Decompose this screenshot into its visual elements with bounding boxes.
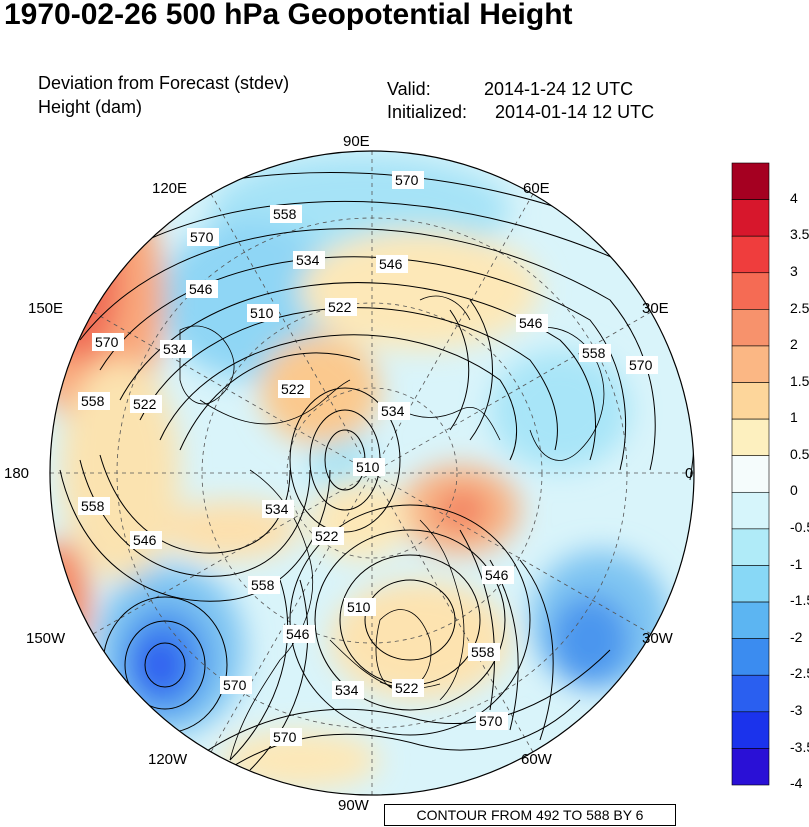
- lon-label-180: 180: [4, 465, 30, 482]
- colorbar-label: -3: [790, 701, 803, 718]
- colorbar-label: 3.5: [790, 226, 809, 243]
- colorbar-swatch: [731, 638, 770, 676]
- contour-label: 534: [265, 501, 289, 517]
- coastlines: [179, 295, 605, 761]
- contour-label: 510: [356, 459, 380, 475]
- contour-label: 558: [81, 393, 105, 409]
- colorbar: [731, 162, 770, 786]
- colorbar-label: 4: [790, 189, 798, 206]
- contour-label: 558: [471, 644, 495, 660]
- initialized-value: 2014-01-14 12 UTC: [495, 102, 655, 122]
- colorbar-swatch: [731, 382, 770, 420]
- contour-label: 558: [81, 498, 105, 514]
- colorbar-label: -3.5: [790, 738, 809, 755]
- colorbar-label: 2: [790, 336, 798, 353]
- contour-label: 534: [335, 682, 359, 698]
- contour-label: 522: [395, 680, 419, 696]
- colorbar-label: 0: [790, 482, 798, 499]
- lon-label-30e: 30E: [642, 300, 669, 317]
- contour-label: 522: [328, 299, 352, 315]
- contour-label: 510: [250, 305, 274, 321]
- colorbar-label: -1: [790, 555, 803, 572]
- contour-label: 534: [381, 403, 405, 419]
- contour-labels: 570 558 534 546 522 510 546 558 570 570 …: [78, 171, 658, 746]
- colorbar-swatch: [731, 345, 770, 383]
- subtitle-height: Height (dam): [38, 97, 143, 117]
- map-title: 1970-02-26 500 hPa Geopotential Height: [4, 0, 573, 31]
- colorbar-swatch: [731, 528, 770, 566]
- contour-label: 522: [315, 528, 339, 544]
- map-boundary: [49, 150, 695, 796]
- colorbar-swatch: [731, 748, 770, 786]
- initialized-label: Initialized:: [387, 102, 468, 122]
- colorbar-swatch: [731, 674, 770, 713]
- lon-label-90w: 90W: [338, 797, 369, 814]
- colorbar-swatch: [731, 601, 770, 639]
- contour-label: 510: [347, 599, 371, 615]
- colorbar-swatch: [731, 455, 770, 493]
- contour-label: 558: [582, 345, 606, 361]
- colorbar-label: 1.5: [790, 372, 809, 389]
- contour-label: 570: [223, 677, 247, 693]
- valid-label: Valid:: [387, 79, 431, 99]
- colorbar-swatch: [731, 565, 770, 603]
- lon-label-60w: 60W: [521, 751, 552, 768]
- colorbar-label: -0.5: [790, 519, 809, 536]
- contour-label: 546: [485, 567, 509, 583]
- lon-label-30w: 30W: [642, 630, 673, 647]
- lon-label-60e: 60E: [523, 180, 550, 197]
- contour-label: 546: [519, 315, 543, 331]
- valid-value: 2014-1-24 12 UTC: [484, 79, 634, 99]
- contour-label: 558: [273, 206, 297, 222]
- colorbar-label: 1: [790, 409, 798, 426]
- colorbar-swatch: [731, 418, 770, 457]
- contour-label: 534: [296, 252, 320, 268]
- contour-label: 522: [281, 381, 305, 397]
- colorbar-swatch: [731, 162, 770, 200]
- colorbar-label: -2.5: [790, 665, 809, 682]
- colorbar-label: -4: [790, 775, 803, 792]
- colorbar-swatch: [731, 272, 770, 310]
- lon-label-0: 0: [685, 465, 694, 482]
- lon-label-150e: 150E: [28, 300, 64, 317]
- contour-label: 570: [479, 713, 503, 729]
- colorbar-swatch: [731, 235, 770, 274]
- colorbar-label: 2.5: [790, 299, 809, 316]
- contour-label: 558: [251, 577, 275, 593]
- contour-label: 570: [273, 729, 297, 745]
- lon-label-150w: 150W: [26, 630, 66, 647]
- subtitle-deviation: Deviation from Forecast (stdev): [38, 73, 290, 93]
- contour-label: 534: [163, 341, 187, 357]
- colorbar-swatch: [731, 199, 770, 237]
- contour-label: 570: [629, 357, 653, 373]
- colorbar-label: -2: [790, 628, 803, 645]
- contour-label: 522: [133, 396, 157, 412]
- colorbar-swatch: [731, 711, 770, 749]
- lon-label-120w: 120W: [148, 751, 188, 768]
- contour-label: 570: [95, 334, 119, 350]
- colorbar-swatch: [731, 491, 770, 530]
- contour-label: 546: [189, 281, 213, 297]
- lon-label-120e: 120E: [152, 180, 188, 197]
- colorbar-label: 0.5: [790, 445, 809, 462]
- contour-info-box: CONTOUR FROM 492 TO 588 BY 6: [384, 804, 676, 826]
- contour-label: 546: [133, 532, 157, 548]
- colorbar-label: -1.5: [790, 592, 809, 609]
- colorbar-label: 3: [790, 262, 798, 279]
- colorbar-swatch: [731, 309, 770, 347]
- contour-label: 546: [286, 626, 310, 642]
- contour-label: 570: [395, 172, 419, 188]
- contour-label: 570: [190, 229, 214, 245]
- contour-label: 546: [379, 256, 403, 272]
- lon-label-90e: 90E: [343, 133, 370, 150]
